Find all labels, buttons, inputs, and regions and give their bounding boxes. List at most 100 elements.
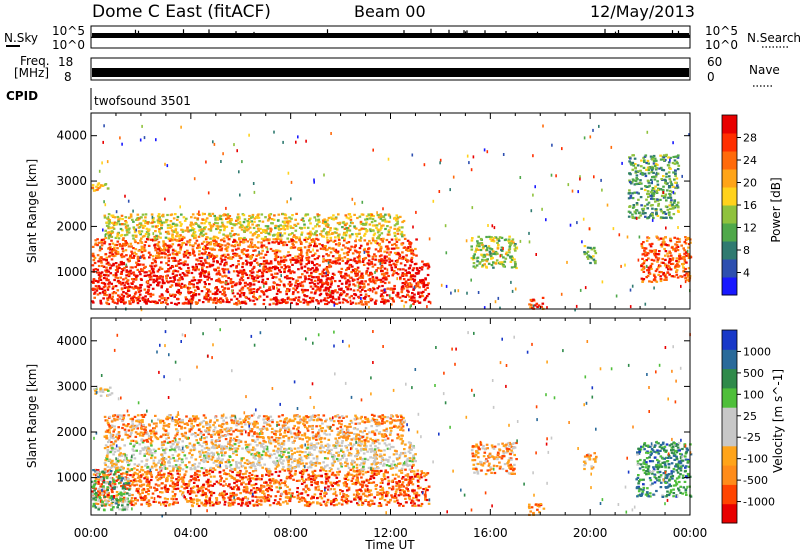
heatmap-cell [302,301,306,304]
heatmap-cell [179,205,181,209]
heatmap-cell [247,245,250,248]
heatmap-cell [312,248,314,252]
heatmap-cell [590,248,594,251]
heatmap-cell [207,191,210,195]
heatmap-cell [195,258,198,261]
heatmap-cell [645,198,648,201]
heatmap-cell [171,237,175,240]
heatmap-cell [579,177,581,181]
heatmap-cell [207,214,211,217]
heatmap-cell [180,228,183,231]
heatmap-cell [305,139,307,143]
heatmap-cell [477,243,481,246]
heatmap-cell [288,288,291,291]
heatmap-cell [157,213,161,216]
heatmap-cell [268,266,272,269]
heatmap-cell [670,199,673,202]
heatmap-cell [213,248,216,251]
heatmap-cell [241,160,243,164]
heatmap-cell [207,251,211,255]
heatmap-cell [628,205,631,208]
heatmap-cell [406,239,410,242]
heatmap-cell [354,271,358,274]
heatmap-cell [640,204,643,207]
heatmap-cell [662,156,666,159]
heatmap-cell [382,207,384,211]
heatmap-cell [287,233,291,236]
heatmap-cell [474,266,477,269]
heatmap-cell [155,138,157,142]
heatmap-cell [171,280,174,283]
heatmap-cell [216,227,220,230]
heatmap-cell [413,299,417,302]
heatmap-cell [497,239,501,242]
heatmap-cell [291,263,294,266]
heatmap-cell [201,489,204,492]
heatmap-cell [402,494,406,497]
heatmap-cell [264,282,268,285]
heatmap-cell [457,289,460,293]
heatmap-cell [656,198,659,201]
power-x-ticks [90,113,691,309]
heatmap-cell [666,182,669,185]
velocity-heatmap-cells [91,328,693,518]
heatmap-cell [661,158,665,161]
heatmap-cell [184,229,187,232]
heatmap-cell [409,305,411,309]
heatmap-cell [121,298,125,302]
heatmap-cell [139,224,143,227]
heatmap-cell [662,191,665,194]
heatmap-cell [337,285,340,288]
heatmap-cell [311,287,315,290]
heatmap-cell [129,242,133,245]
heatmap-cell [109,272,113,275]
heatmap-cell [470,278,472,282]
heatmap-cell [541,302,545,305]
heatmap-cell [416,283,420,286]
heatmap-cell [379,485,382,488]
heatmap-cell [640,187,643,190]
heatmap-cell [643,159,646,162]
heatmap-cell [124,220,127,223]
heatmap-cell [290,240,294,243]
heatmap-cell [383,257,387,260]
heatmap-cell [299,246,303,250]
heatmap-cell [368,278,371,281]
heatmap-cell [652,259,656,262]
heatmap-cell [238,242,242,245]
heatmap-cell [401,481,405,484]
heatmap-cell [233,252,237,255]
heatmap-cell [352,289,356,292]
heatmap-cell [646,207,649,210]
heatmap-cell [155,234,158,237]
heatmap-cell [241,499,244,502]
heatmap-cell [410,296,413,299]
heatmap-cell [279,238,283,241]
heatmap-cell [192,481,196,484]
heatmap-cell [379,481,383,484]
heatmap-cell [116,250,120,254]
heatmap-cell [487,224,489,227]
heatmap-cell [229,282,233,285]
heatmap-cell [96,254,100,257]
heatmap-cell [108,281,111,284]
heatmap-cell [445,284,448,288]
heatmap-cell [382,215,386,218]
heatmap-cell [266,225,270,228]
heatmap-cell [273,282,276,285]
heatmap-cell [360,303,364,306]
heatmap-cell [657,188,660,192]
heatmap-cell [267,218,271,221]
heatmap-cell [324,232,328,235]
heatmap-cell [123,266,126,270]
heatmap-cell [173,302,177,305]
heatmap-cell [541,207,543,211]
heatmap-cell [134,497,137,500]
heatmap-cell [329,283,333,286]
heatmap-cell [415,267,419,270]
heatmap-cell [351,252,355,255]
heatmap-cell [298,479,301,482]
heatmap-cell [427,485,431,488]
heatmap-cell [239,492,242,495]
heatmap-cell [294,261,297,264]
